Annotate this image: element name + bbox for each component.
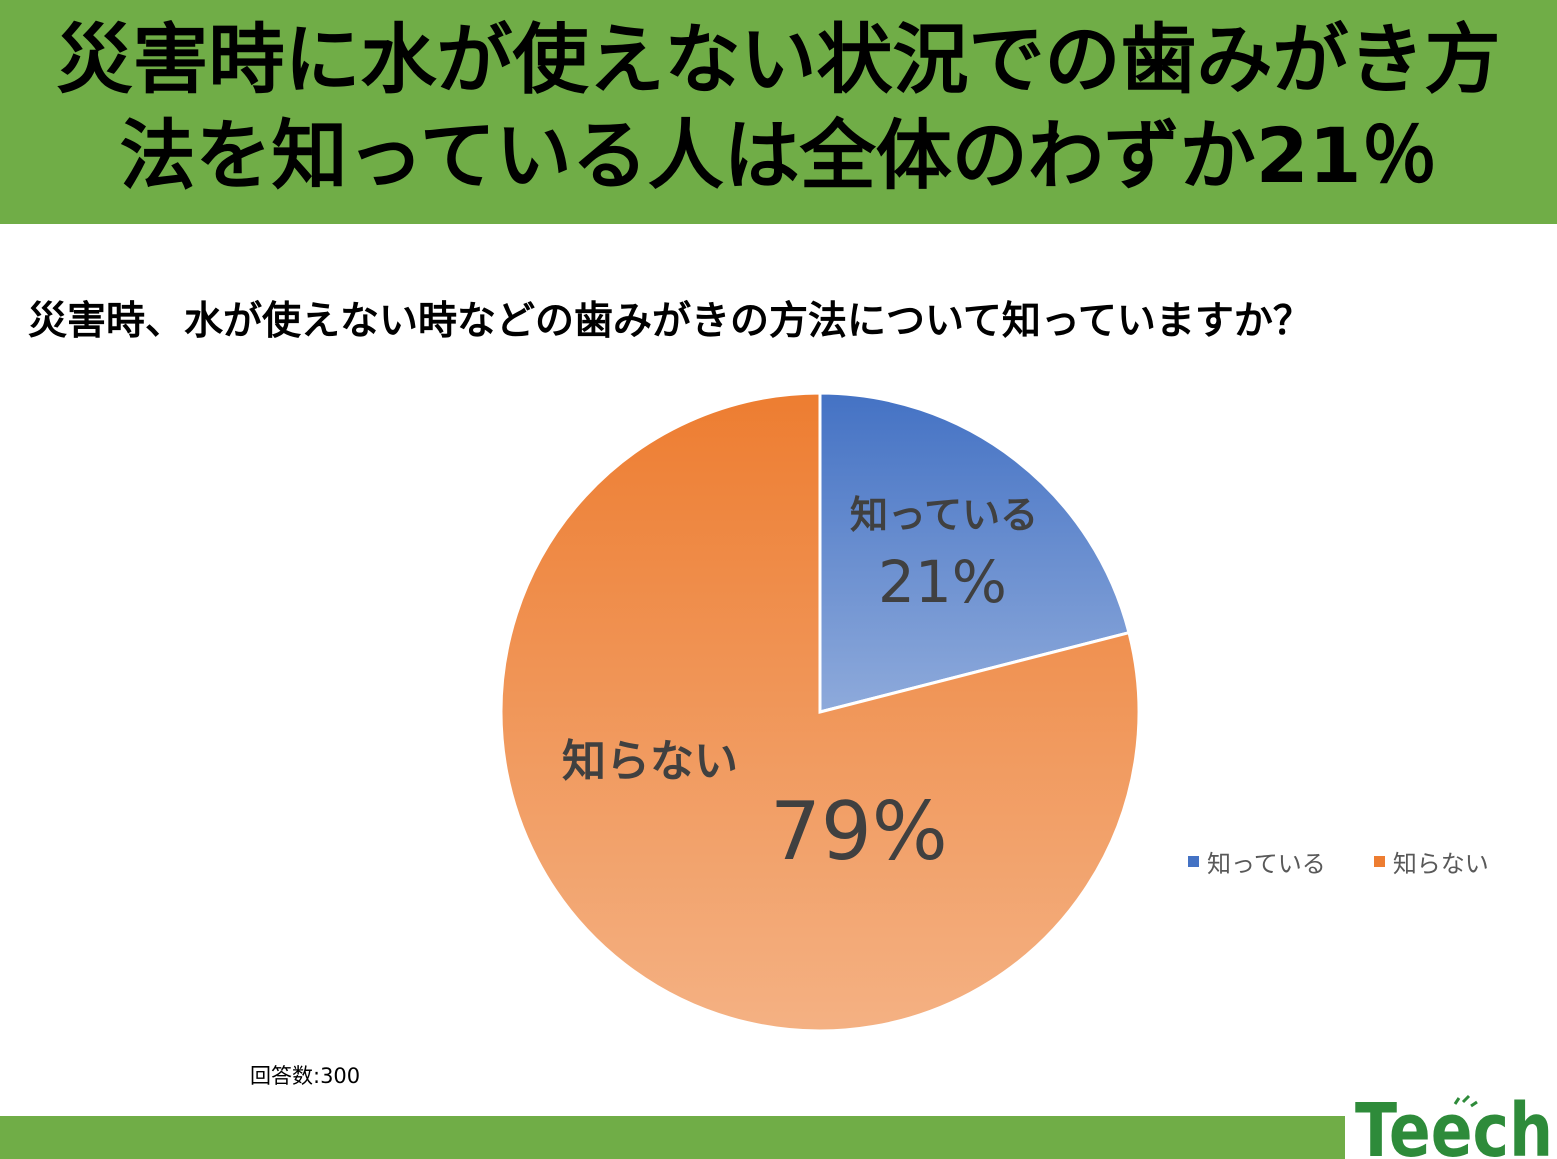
- slice-label-known: 知っている: [850, 493, 1039, 537]
- legend-item-unknown: 知らない: [1373, 844, 1489, 879]
- svg-text:Teech: Teech: [1355, 1090, 1553, 1159]
- headline: 災害時に水が使えない状況での歯みがき方 法を知っている人は全体のわずか21％: [0, 12, 1557, 204]
- slice-value-unknown: 79%: [770, 785, 948, 878]
- headline-line-1: 災害時に水が使えない状況での歯みがき方: [56, 15, 1501, 104]
- respondent-count: 回答数:300: [250, 1064, 361, 1088]
- headline-line-2: 法を知っている人は全体のわずか21％: [119, 111, 1438, 200]
- legend-label-known: 知っている: [1207, 850, 1326, 878]
- chart-legend: 知っている 知らない: [1188, 844, 1489, 879]
- legend-item-known: 知っている: [1188, 844, 1326, 879]
- title-banner: [0, 0, 1557, 224]
- slice-value-known: 21%: [878, 548, 1007, 616]
- legend-swatch-known: [1188, 856, 1199, 867]
- slice-label-unknown: 知らない: [562, 736, 738, 787]
- footer-band: [0, 1116, 1345, 1159]
- teech-logo: Teech: [1355, 1090, 1553, 1159]
- chart-question: 災害時、水が使えない時などの歯みがきの方法について知っていますか？: [28, 299, 1312, 344]
- pie-slice-unknown: [499, 391, 1141, 1033]
- pie-slice-known: [818, 391, 1131, 714]
- legend-swatch-unknown: [1373, 856, 1385, 867]
- legend-label-unknown: 知らない: [1392, 850, 1489, 878]
